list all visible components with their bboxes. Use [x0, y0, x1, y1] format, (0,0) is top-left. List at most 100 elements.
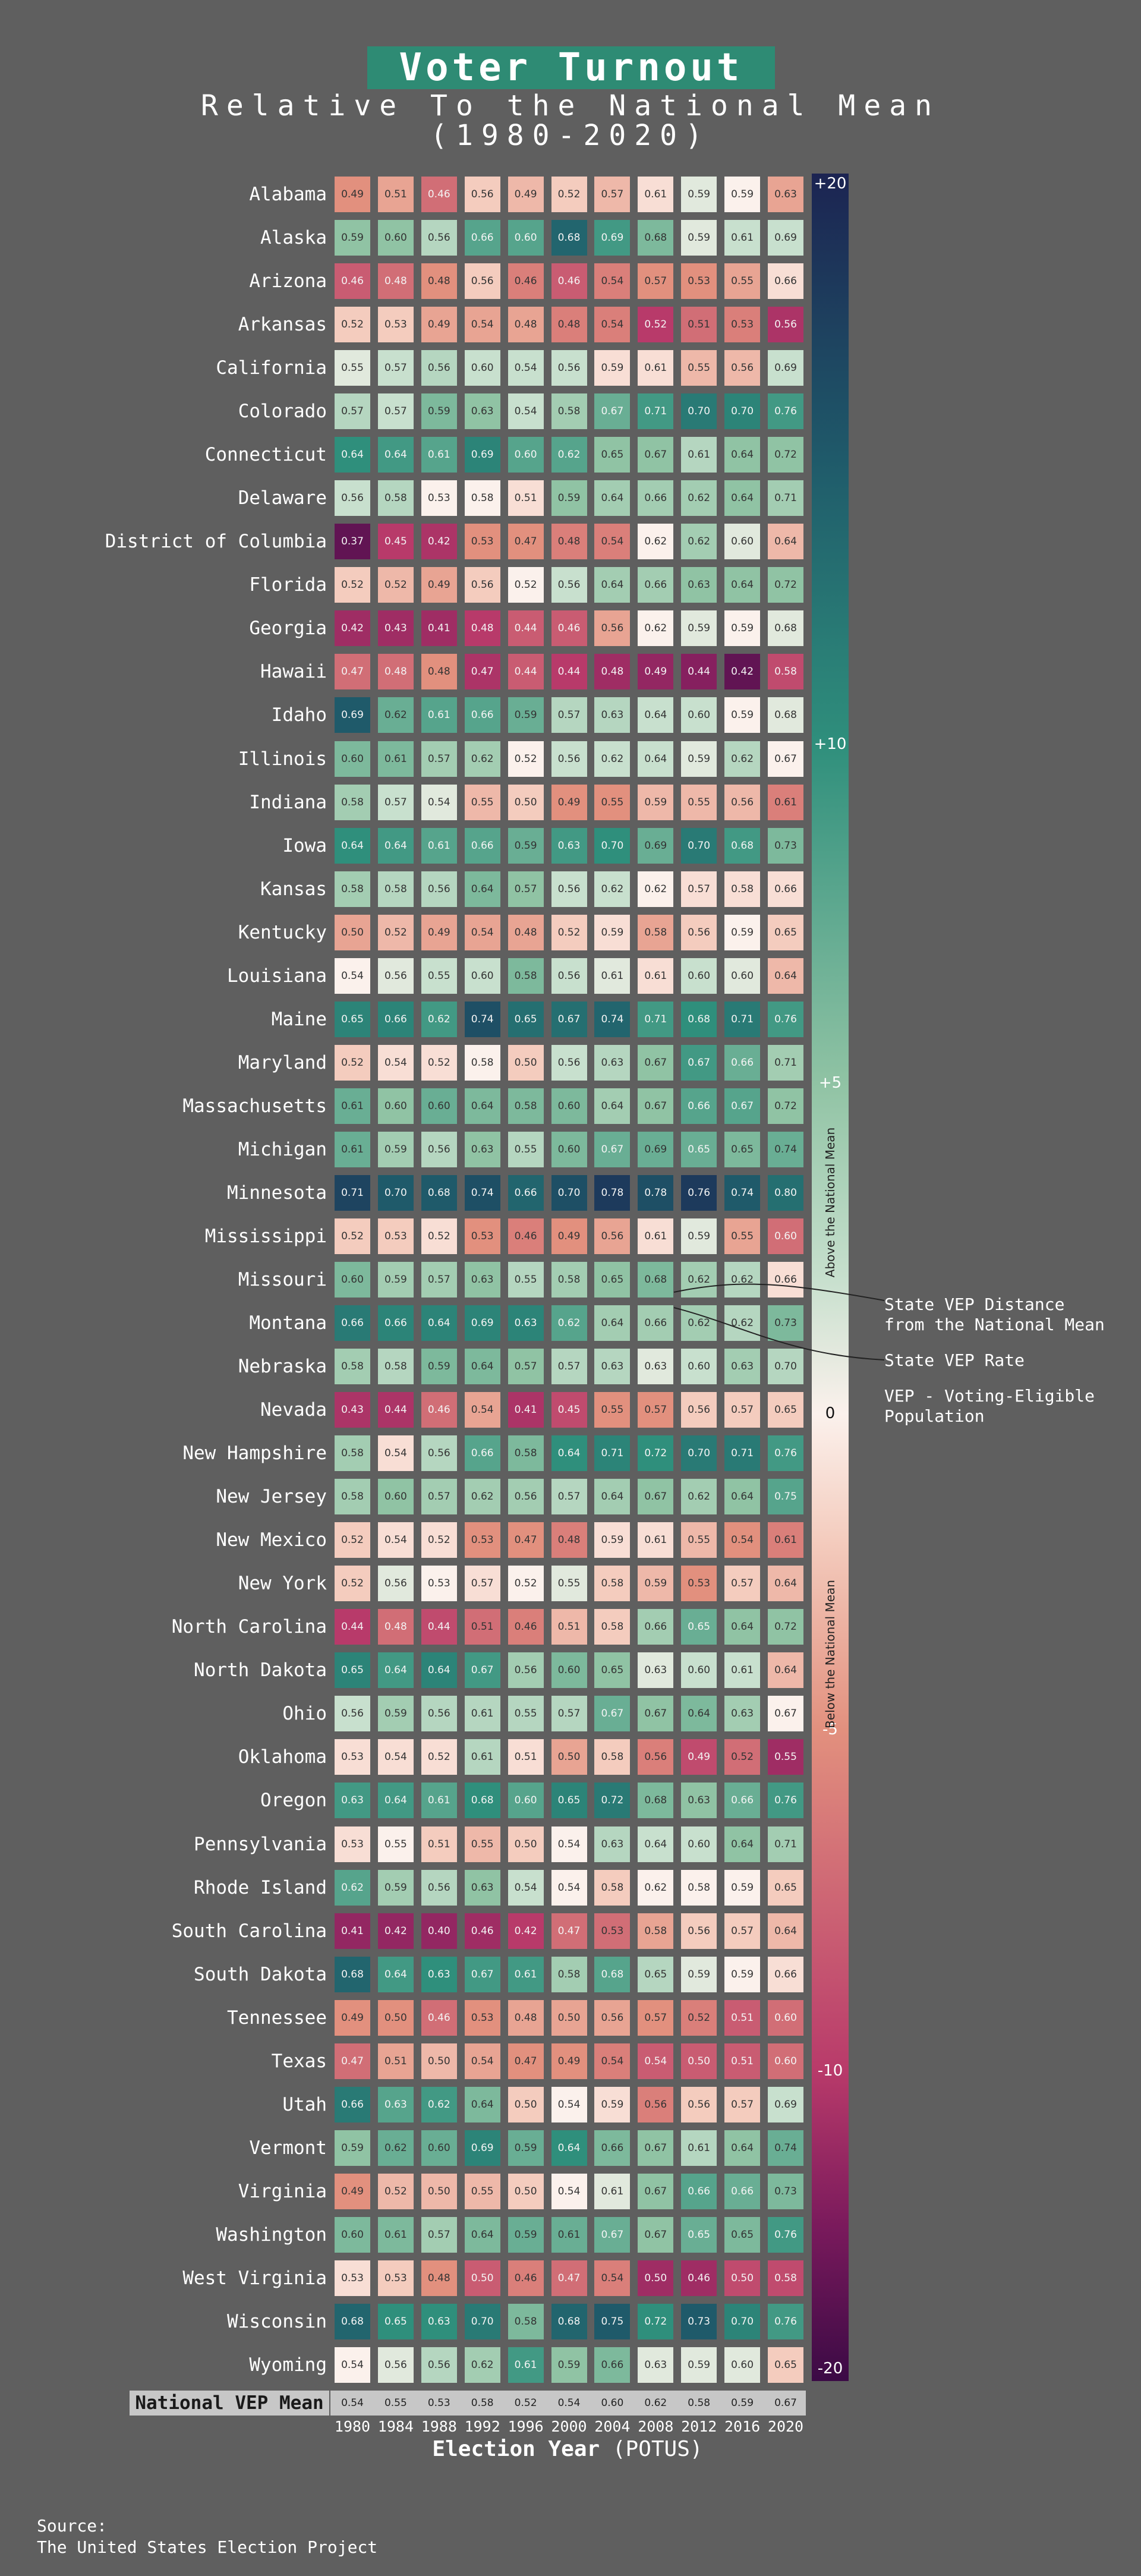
heatmap-cell: 0.59 [421, 1349, 457, 1385]
heatmap-cell: 0.63 [638, 2347, 674, 2383]
heatmap-cell: 0.56 [421, 871, 457, 907]
heatmap-cell: 0.54 [594, 263, 631, 300]
heatmap-cell: 0.57 [335, 393, 370, 430]
heatmap-cell: 0.62 [594, 741, 631, 777]
state-label-pennsylvania: Pennsylvania [194, 1833, 327, 1855]
heatmap-cell: 0.61 [464, 1739, 500, 1775]
heatmap-cell: 0.69 [768, 350, 803, 386]
heatmap-cell: 0.60 [464, 958, 500, 994]
heatmap-cell: 0.53 [377, 1218, 414, 1254]
heatmap-cell: 0.66 [377, 1305, 414, 1341]
state-label-maryland: Maryland [238, 1051, 327, 1073]
heatmap-cell: 0.57 [421, 1479, 457, 1515]
heatmap-cell: 0.59 [508, 697, 544, 733]
heatmap-cell: 0.47 [551, 2260, 587, 2296]
heatmap-cell: 0.64 [768, 1913, 803, 1949]
state-label-massachusetts: Massachusetts [182, 1095, 327, 1117]
heatmap-cell: 0.66 [464, 220, 500, 256]
national-mean-label-box [130, 2391, 329, 2416]
heatmap-cell: 0.56 [464, 263, 500, 300]
heatmap-cell: 0.51 [377, 2043, 414, 2079]
national-mean-cell: 0.54 [557, 2397, 581, 2409]
heatmap-cell: 0.61 [724, 1652, 761, 1689]
heatmap-cell: 0.68 [421, 1174, 457, 1211]
heatmap-cell: 0.61 [768, 784, 803, 820]
heatmap-cell: 0.55 [421, 958, 457, 994]
heatmap-cell: 0.76 [681, 1174, 717, 1211]
heatmap-cell: 0.52 [421, 1522, 457, 1558]
heatmap-cell: 0.67 [724, 1088, 761, 1124]
state-label-california: California [216, 357, 327, 379]
heatmap-cell: 0.64 [377, 1783, 414, 1819]
heatmap-cell: 0.56 [335, 480, 370, 517]
heatmap-cell: 0.51 [508, 1739, 544, 1775]
heatmap-cell: 0.52 [638, 307, 674, 343]
heatmap-cell: 0.65 [594, 1652, 631, 1689]
x-tick-label: 2020 [767, 2418, 804, 2435]
heatmap-cell: 0.65 [594, 1262, 631, 1298]
heatmap-cell: 0.65 [768, 2347, 803, 2383]
heatmap-cell: 0.62 [551, 437, 587, 473]
heatmap-cell: 0.63 [508, 1305, 544, 1341]
heatmap-cell: 0.57 [638, 1999, 674, 2036]
heatmap-cell: 0.53 [464, 1218, 500, 1254]
heatmap-cell: 0.59 [724, 177, 761, 212]
heatmap-cell: 0.64 [594, 1088, 631, 1124]
heatmap-cell: 0.57 [551, 1696, 587, 1732]
x-tick-label: 1988 [421, 2418, 457, 2435]
heatmap-cell: 0.47 [508, 524, 544, 560]
heatmap-cell: 0.59 [508, 2216, 544, 2253]
heatmap-cell: 0.56 [464, 177, 500, 212]
heatmap-cell: 0.69 [335, 697, 370, 733]
national-mean-label: National VEP Mean [135, 2392, 324, 2414]
heatmap-cell: 0.65 [335, 1001, 370, 1037]
heatmap-cell: 0.65 [551, 1783, 587, 1819]
heatmap-cell: 0.56 [594, 610, 631, 647]
heatmap-cell: 0.65 [724, 1131, 761, 1167]
heatmap-cell: 0.66 [638, 567, 674, 603]
heatmap-cell: 0.52 [377, 567, 414, 603]
heatmap-cell: 0.58 [508, 2303, 544, 2339]
heatmap-cell: 0.62 [724, 1262, 761, 1298]
title-box [367, 46, 775, 89]
state-label-north-dakota: North Dakota [194, 1659, 327, 1681]
chart-subtitle-line1: Relative To the National Mean [200, 89, 941, 122]
heatmap-cell: 0.64 [421, 1652, 457, 1689]
heatmap-cell: 0.59 [681, 610, 717, 647]
heatmap-cell: 0.56 [377, 958, 414, 994]
heatmap-cell: 0.63 [551, 827, 587, 864]
state-label-iowa: Iowa [282, 834, 327, 856]
heatmap-cell: 0.48 [551, 524, 587, 560]
heatmap-cell: 0.60 [681, 1652, 717, 1689]
heatmap-cell: 0.67 [681, 1044, 717, 1081]
heatmap-cell: 0.56 [421, 2347, 457, 2383]
heatmap-cell: 0.66 [335, 1305, 370, 1341]
heatmap-cell: 0.58 [594, 1869, 631, 1906]
heatmap-cell: 0.66 [768, 1262, 803, 1298]
heatmap-cell: 0.50 [421, 2173, 457, 2209]
heatmap-cell: 0.50 [551, 1999, 587, 2036]
heatmap-cell: 0.62 [638, 871, 674, 907]
heatmap-cell: 0.61 [508, 2347, 544, 2383]
heatmap-cell: 0.56 [681, 1913, 717, 1949]
state-label-kansas: Kansas [260, 878, 327, 900]
heatmap-cell: 0.49 [551, 1218, 587, 1254]
heatmap-cell: 0.57 [638, 263, 674, 300]
heatmap-cell: 0.74 [724, 1174, 761, 1211]
heatmap-cell: 0.48 [551, 307, 587, 343]
heatmap-cell: 0.59 [681, 177, 717, 212]
heatmap-cell: 0.62 [638, 524, 674, 560]
heatmap-cell: 0.70 [724, 2303, 761, 2339]
source-line2: The United States Election Project [37, 2537, 378, 2557]
heatmap-cell: 0.65 [681, 1131, 717, 1167]
heatmap-cell: 0.66 [335, 2086, 370, 2122]
heatmap-cell: 0.61 [464, 1696, 500, 1732]
heatmap-cell: 0.52 [421, 1218, 457, 1254]
heatmap-cell: 0.68 [551, 220, 587, 256]
heatmap-cell: 0.46 [551, 263, 587, 300]
heatmap-cell: 0.69 [594, 220, 631, 256]
heatmap-cell: 0.56 [681, 2086, 717, 2122]
heatmap-cell: 0.55 [464, 2173, 500, 2209]
state-label-hawaii: Hawaii [260, 661, 327, 683]
